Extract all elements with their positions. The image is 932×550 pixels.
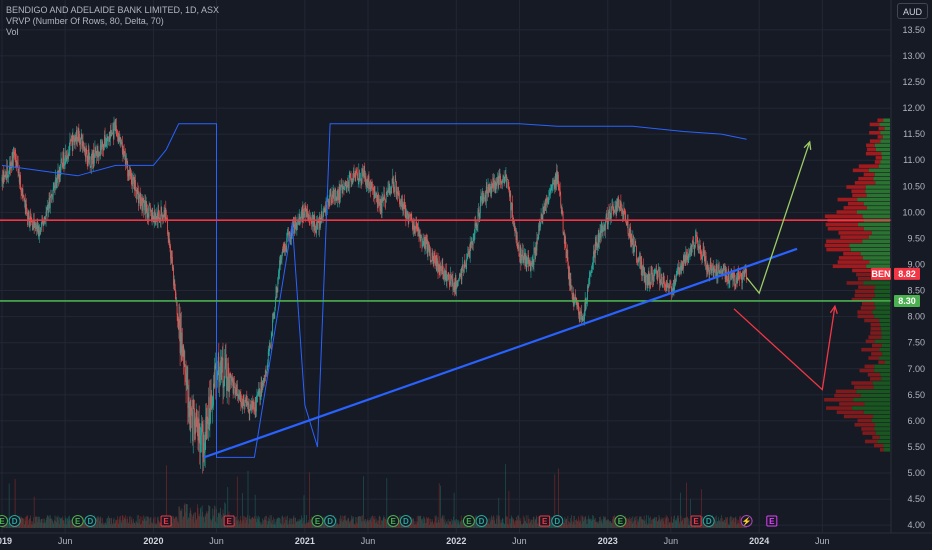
price-tick-label: 13.00 — [902, 51, 925, 61]
price-tick-label: 4.00 — [907, 520, 925, 530]
price-tick-label: 5.00 — [907, 468, 925, 478]
event-e-icon[interactable]: E — [539, 515, 551, 527]
event-e-icon[interactable]: E — [0, 515, 8, 527]
price-tick-label: 10.50 — [902, 181, 925, 191]
event-d-icon[interactable]: D — [324, 515, 337, 527]
candlestick-series — [1, 116, 747, 474]
svg-text:E: E — [466, 517, 472, 526]
price-tick-label: 11.50 — [903, 129, 925, 139]
event-e-icon[interactable]: E — [690, 515, 702, 527]
price-tick-label: 5.50 — [907, 442, 925, 452]
time-tick-label: Jun — [58, 536, 73, 546]
event-e-icon[interactable]: E — [71, 515, 84, 527]
price-tick-label: 6.00 — [907, 416, 925, 426]
event-d-icon[interactable]: D — [475, 515, 488, 527]
event-d-icon[interactable]: D — [702, 515, 715, 527]
svg-text:D: D — [403, 517, 409, 526]
event-e-icon[interactable]: E — [766, 515, 778, 527]
svg-text:E: E — [769, 517, 775, 526]
bearish-arrow-head — [829, 304, 838, 315]
price-tick-label: 6.50 — [907, 390, 925, 400]
bearish-arrow[interactable] — [733, 306, 836, 391]
time-tick-label: Jun — [664, 536, 679, 546]
time-tick-label: 2019 — [0, 536, 12, 546]
price-tick-label: 9.00 — [907, 259, 925, 269]
svg-text:E: E — [391, 517, 397, 526]
time-tick-label: 2022 — [446, 536, 466, 546]
svg-text:D: D — [479, 517, 485, 526]
event-e-icon[interactable]: E — [387, 515, 400, 527]
trendline[interactable] — [203, 247, 798, 459]
event-s-icon[interactable]: ⚡ — [740, 515, 753, 527]
price-tick-label: 12.00 — [902, 103, 925, 113]
price-tick-label: 9.50 — [907, 233, 925, 243]
price-tick-label: 8.50 — [907, 286, 925, 296]
event-d-icon[interactable]: D — [551, 515, 564, 527]
event-e-icon[interactable]: E — [160, 515, 172, 527]
price-tick-label: 7.50 — [907, 338, 925, 348]
price-axis[interactable]: 4.00 4.50 5.00 5.50 6.00 6.50 7.00 7.50 8.00 8.50… — [902, 25, 925, 530]
time-tick-label: Jun — [209, 536, 224, 546]
price-tick-label: 7.00 — [907, 364, 925, 374]
event-e-icon[interactable]: E — [462, 515, 475, 527]
time-tick-label: 2021 — [295, 536, 315, 546]
event-e-icon[interactable]: E — [311, 515, 324, 527]
bullish-arrow[interactable] — [746, 141, 811, 295]
price-tick-label: 12.50 — [902, 77, 925, 87]
event-d-icon[interactable]: D — [399, 515, 412, 527]
event-e-icon[interactable]: E — [223, 515, 235, 527]
time-tick-label: Jun — [512, 536, 527, 546]
price-tick-label: 13.50 — [902, 25, 925, 35]
svg-text:E: E — [542, 517, 548, 526]
price-tag: 8.30 — [894, 294, 920, 307]
time-tick-label: 2020 — [143, 536, 163, 546]
vrvp-developing-line — [1, 123, 747, 458]
svg-text:8.82: 8.82 — [898, 269, 916, 279]
svg-text:D: D — [327, 517, 333, 526]
time-tick-label: Jun — [361, 536, 376, 546]
svg-text:8.30: 8.30 — [898, 296, 916, 306]
price-tag: BEN 8.82 — [871, 267, 920, 280]
currency-button[interactable]: AUD — [897, 3, 928, 19]
chart-grid — [0, 0, 891, 533]
chart-overlays — [0, 123, 891, 459]
svg-text:D: D — [706, 517, 712, 526]
time-tick-label: 2024 — [749, 536, 769, 546]
event-d-icon[interactable]: D — [84, 515, 97, 527]
svg-text:E: E — [226, 517, 232, 526]
svg-text:E: E — [693, 517, 699, 526]
svg-text:E: E — [618, 517, 624, 526]
event-e-icon[interactable]: E — [614, 515, 627, 527]
time-tick-label: Jun — [815, 536, 830, 546]
bullish-arrow-head — [803, 140, 812, 150]
symbol-title[interactable]: BENDIGO AND ADELAIDE BANK LIMITED, 1D, A… — [6, 5, 220, 15]
svg-text:D: D — [87, 517, 93, 526]
event-markers: E D E D E E E D E D E D E D E E D ⚡ E — [0, 515, 778, 527]
price-tick-label: 4.50 — [907, 494, 925, 504]
svg-text:D: D — [12, 517, 18, 526]
price-tick-label: 11.00 — [903, 155, 925, 165]
svg-text:E: E — [75, 517, 81, 526]
price-tags: BEN 8.82 8.30 — [871, 267, 920, 307]
volume-indicator-label[interactable]: Vol — [6, 27, 19, 37]
svg-text:E: E — [163, 517, 169, 526]
svg-text:⚡: ⚡ — [742, 516, 752, 526]
time-tick-label: 2023 — [598, 536, 618, 546]
price-tick-label: 8.00 — [907, 312, 925, 322]
svg-text:E: E — [315, 517, 321, 526]
svg-text:BEN: BEN — [871, 269, 890, 279]
volume-profile — [824, 118, 890, 452]
event-d-icon[interactable]: D — [8, 515, 21, 527]
chart-legend: BENDIGO AND ADELAIDE BANK LIMITED, 1D, A… — [6, 5, 219, 38]
time-axis[interactable]: 2019 Jun 2020 Jun 2021 Jun 2022 Jun 2023 Jun 2024 J… — [0, 536, 830, 546]
svg-text:E: E — [0, 517, 5, 526]
vrvp-indicator-label[interactable]: VRVP (Number Of Rows, 80, Delta, 70) — [6, 16, 164, 26]
svg-text:D: D — [554, 517, 560, 526]
price-tick-label: 10.00 — [902, 207, 925, 217]
